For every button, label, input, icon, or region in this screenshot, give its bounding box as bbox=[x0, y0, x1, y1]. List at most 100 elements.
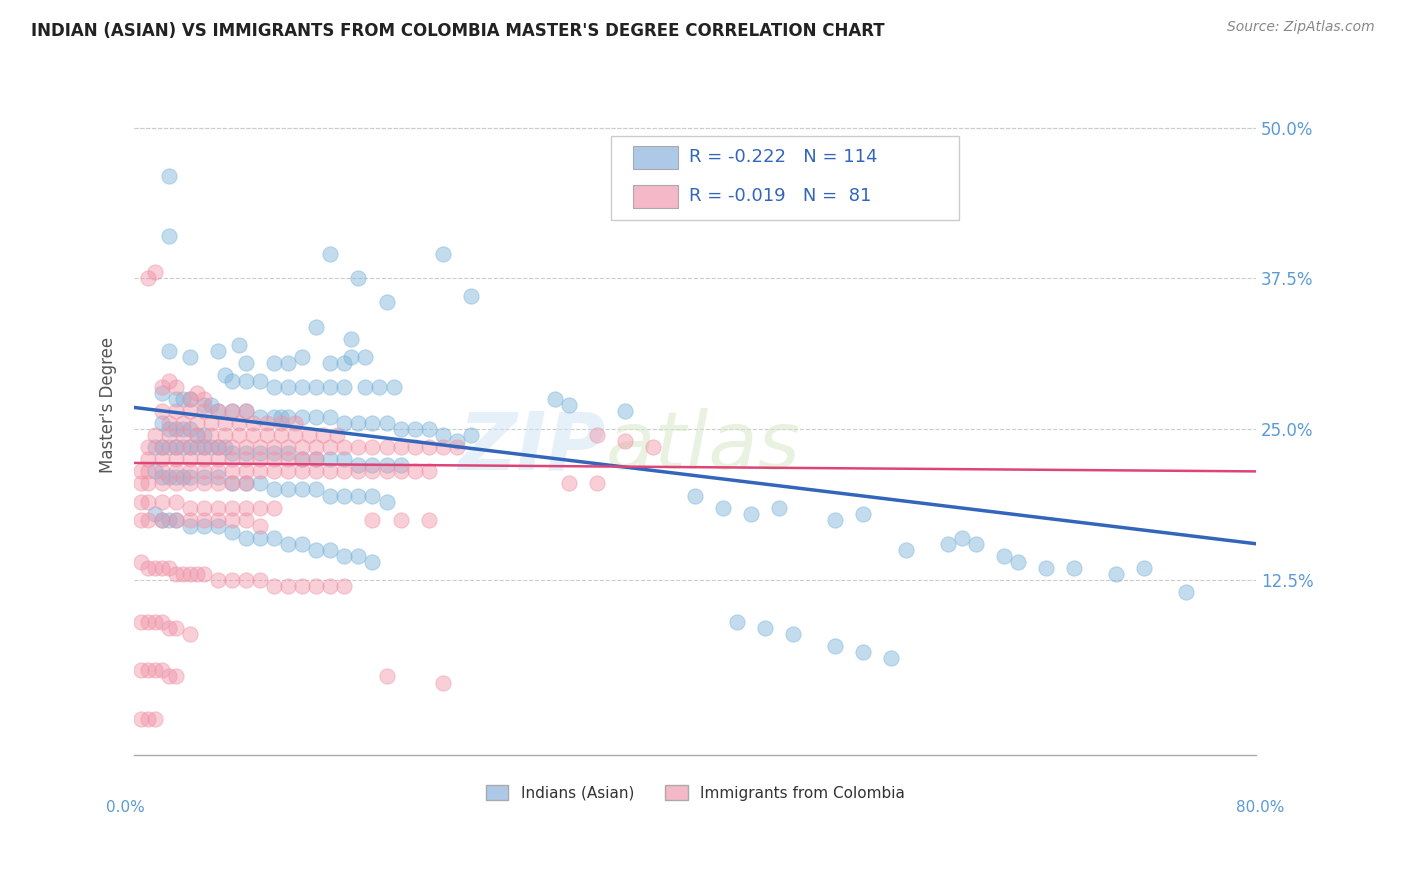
Point bbox=[305, 464, 328, 478]
Point bbox=[460, 428, 482, 442]
Point bbox=[143, 464, 166, 478]
Point bbox=[263, 356, 285, 370]
Point bbox=[150, 476, 173, 491]
Point bbox=[319, 579, 342, 593]
Point bbox=[165, 566, 187, 581]
Point bbox=[319, 464, 342, 478]
Point bbox=[263, 380, 285, 394]
Point bbox=[150, 664, 173, 678]
Point bbox=[270, 416, 292, 430]
Point bbox=[179, 440, 201, 454]
Point bbox=[361, 440, 384, 454]
Point bbox=[263, 440, 285, 454]
Point bbox=[404, 440, 426, 454]
Point bbox=[460, 289, 482, 303]
Point bbox=[277, 380, 299, 394]
Point bbox=[235, 476, 257, 491]
Point bbox=[207, 518, 229, 533]
Point bbox=[333, 356, 356, 370]
Point bbox=[221, 404, 243, 418]
Point bbox=[432, 247, 454, 261]
Point bbox=[179, 440, 201, 454]
Point bbox=[641, 440, 664, 454]
Point bbox=[200, 440, 222, 454]
Point bbox=[221, 476, 243, 491]
Point bbox=[852, 507, 875, 521]
Point bbox=[200, 416, 222, 430]
Point bbox=[179, 566, 201, 581]
Point bbox=[207, 476, 229, 491]
Point bbox=[186, 566, 208, 581]
Point bbox=[165, 404, 187, 418]
Point bbox=[221, 500, 243, 515]
Point bbox=[136, 271, 159, 285]
Point bbox=[446, 434, 468, 449]
Point bbox=[179, 452, 201, 467]
Point bbox=[214, 368, 236, 382]
Point bbox=[558, 476, 581, 491]
Point bbox=[852, 645, 875, 659]
Point bbox=[242, 428, 264, 442]
Point bbox=[207, 404, 229, 418]
Point bbox=[129, 464, 152, 478]
Point bbox=[172, 392, 194, 406]
Point bbox=[200, 428, 222, 442]
Point bbox=[221, 440, 243, 454]
Point bbox=[186, 386, 208, 401]
Point bbox=[375, 669, 398, 683]
Point bbox=[432, 675, 454, 690]
Point bbox=[207, 470, 229, 484]
Point bbox=[319, 440, 342, 454]
Point bbox=[193, 476, 215, 491]
Point bbox=[333, 452, 356, 467]
Point bbox=[150, 513, 173, 527]
Point bbox=[172, 566, 194, 581]
Point bbox=[172, 428, 194, 442]
Point bbox=[347, 464, 370, 478]
Point bbox=[235, 573, 257, 587]
Point bbox=[333, 549, 356, 563]
Point bbox=[389, 464, 412, 478]
Point bbox=[319, 410, 342, 425]
Point bbox=[207, 513, 229, 527]
Point bbox=[221, 404, 243, 418]
Point bbox=[150, 470, 173, 484]
Point bbox=[165, 422, 187, 436]
Point bbox=[291, 410, 314, 425]
Point bbox=[150, 416, 173, 430]
Point bbox=[361, 458, 384, 473]
Point bbox=[249, 446, 271, 460]
Point bbox=[179, 350, 201, 364]
Point bbox=[249, 531, 271, 545]
Point bbox=[228, 428, 250, 442]
Point bbox=[143, 615, 166, 630]
Point bbox=[235, 446, 257, 460]
Point bbox=[305, 579, 328, 593]
Point bbox=[291, 380, 314, 394]
Point bbox=[207, 500, 229, 515]
Point bbox=[389, 513, 412, 527]
Point bbox=[207, 573, 229, 587]
Point bbox=[432, 428, 454, 442]
Point bbox=[263, 446, 285, 460]
Point bbox=[270, 410, 292, 425]
Point bbox=[235, 440, 257, 454]
Point bbox=[249, 573, 271, 587]
Point bbox=[157, 621, 180, 635]
Point bbox=[291, 579, 314, 593]
Point bbox=[586, 476, 609, 491]
Point bbox=[157, 561, 180, 575]
Point bbox=[242, 416, 264, 430]
Text: INDIAN (ASIAN) VS IMMIGRANTS FROM COLOMBIA MASTER'S DEGREE CORRELATION CHART: INDIAN (ASIAN) VS IMMIGRANTS FROM COLOMB… bbox=[31, 22, 884, 40]
Point bbox=[179, 627, 201, 641]
Point bbox=[319, 542, 342, 557]
Point bbox=[333, 489, 356, 503]
Point bbox=[305, 410, 328, 425]
Point bbox=[165, 440, 187, 454]
Point bbox=[165, 452, 187, 467]
Point bbox=[129, 664, 152, 678]
Point bbox=[157, 470, 180, 484]
Point bbox=[544, 392, 567, 406]
Point bbox=[172, 422, 194, 436]
Point bbox=[179, 513, 201, 527]
